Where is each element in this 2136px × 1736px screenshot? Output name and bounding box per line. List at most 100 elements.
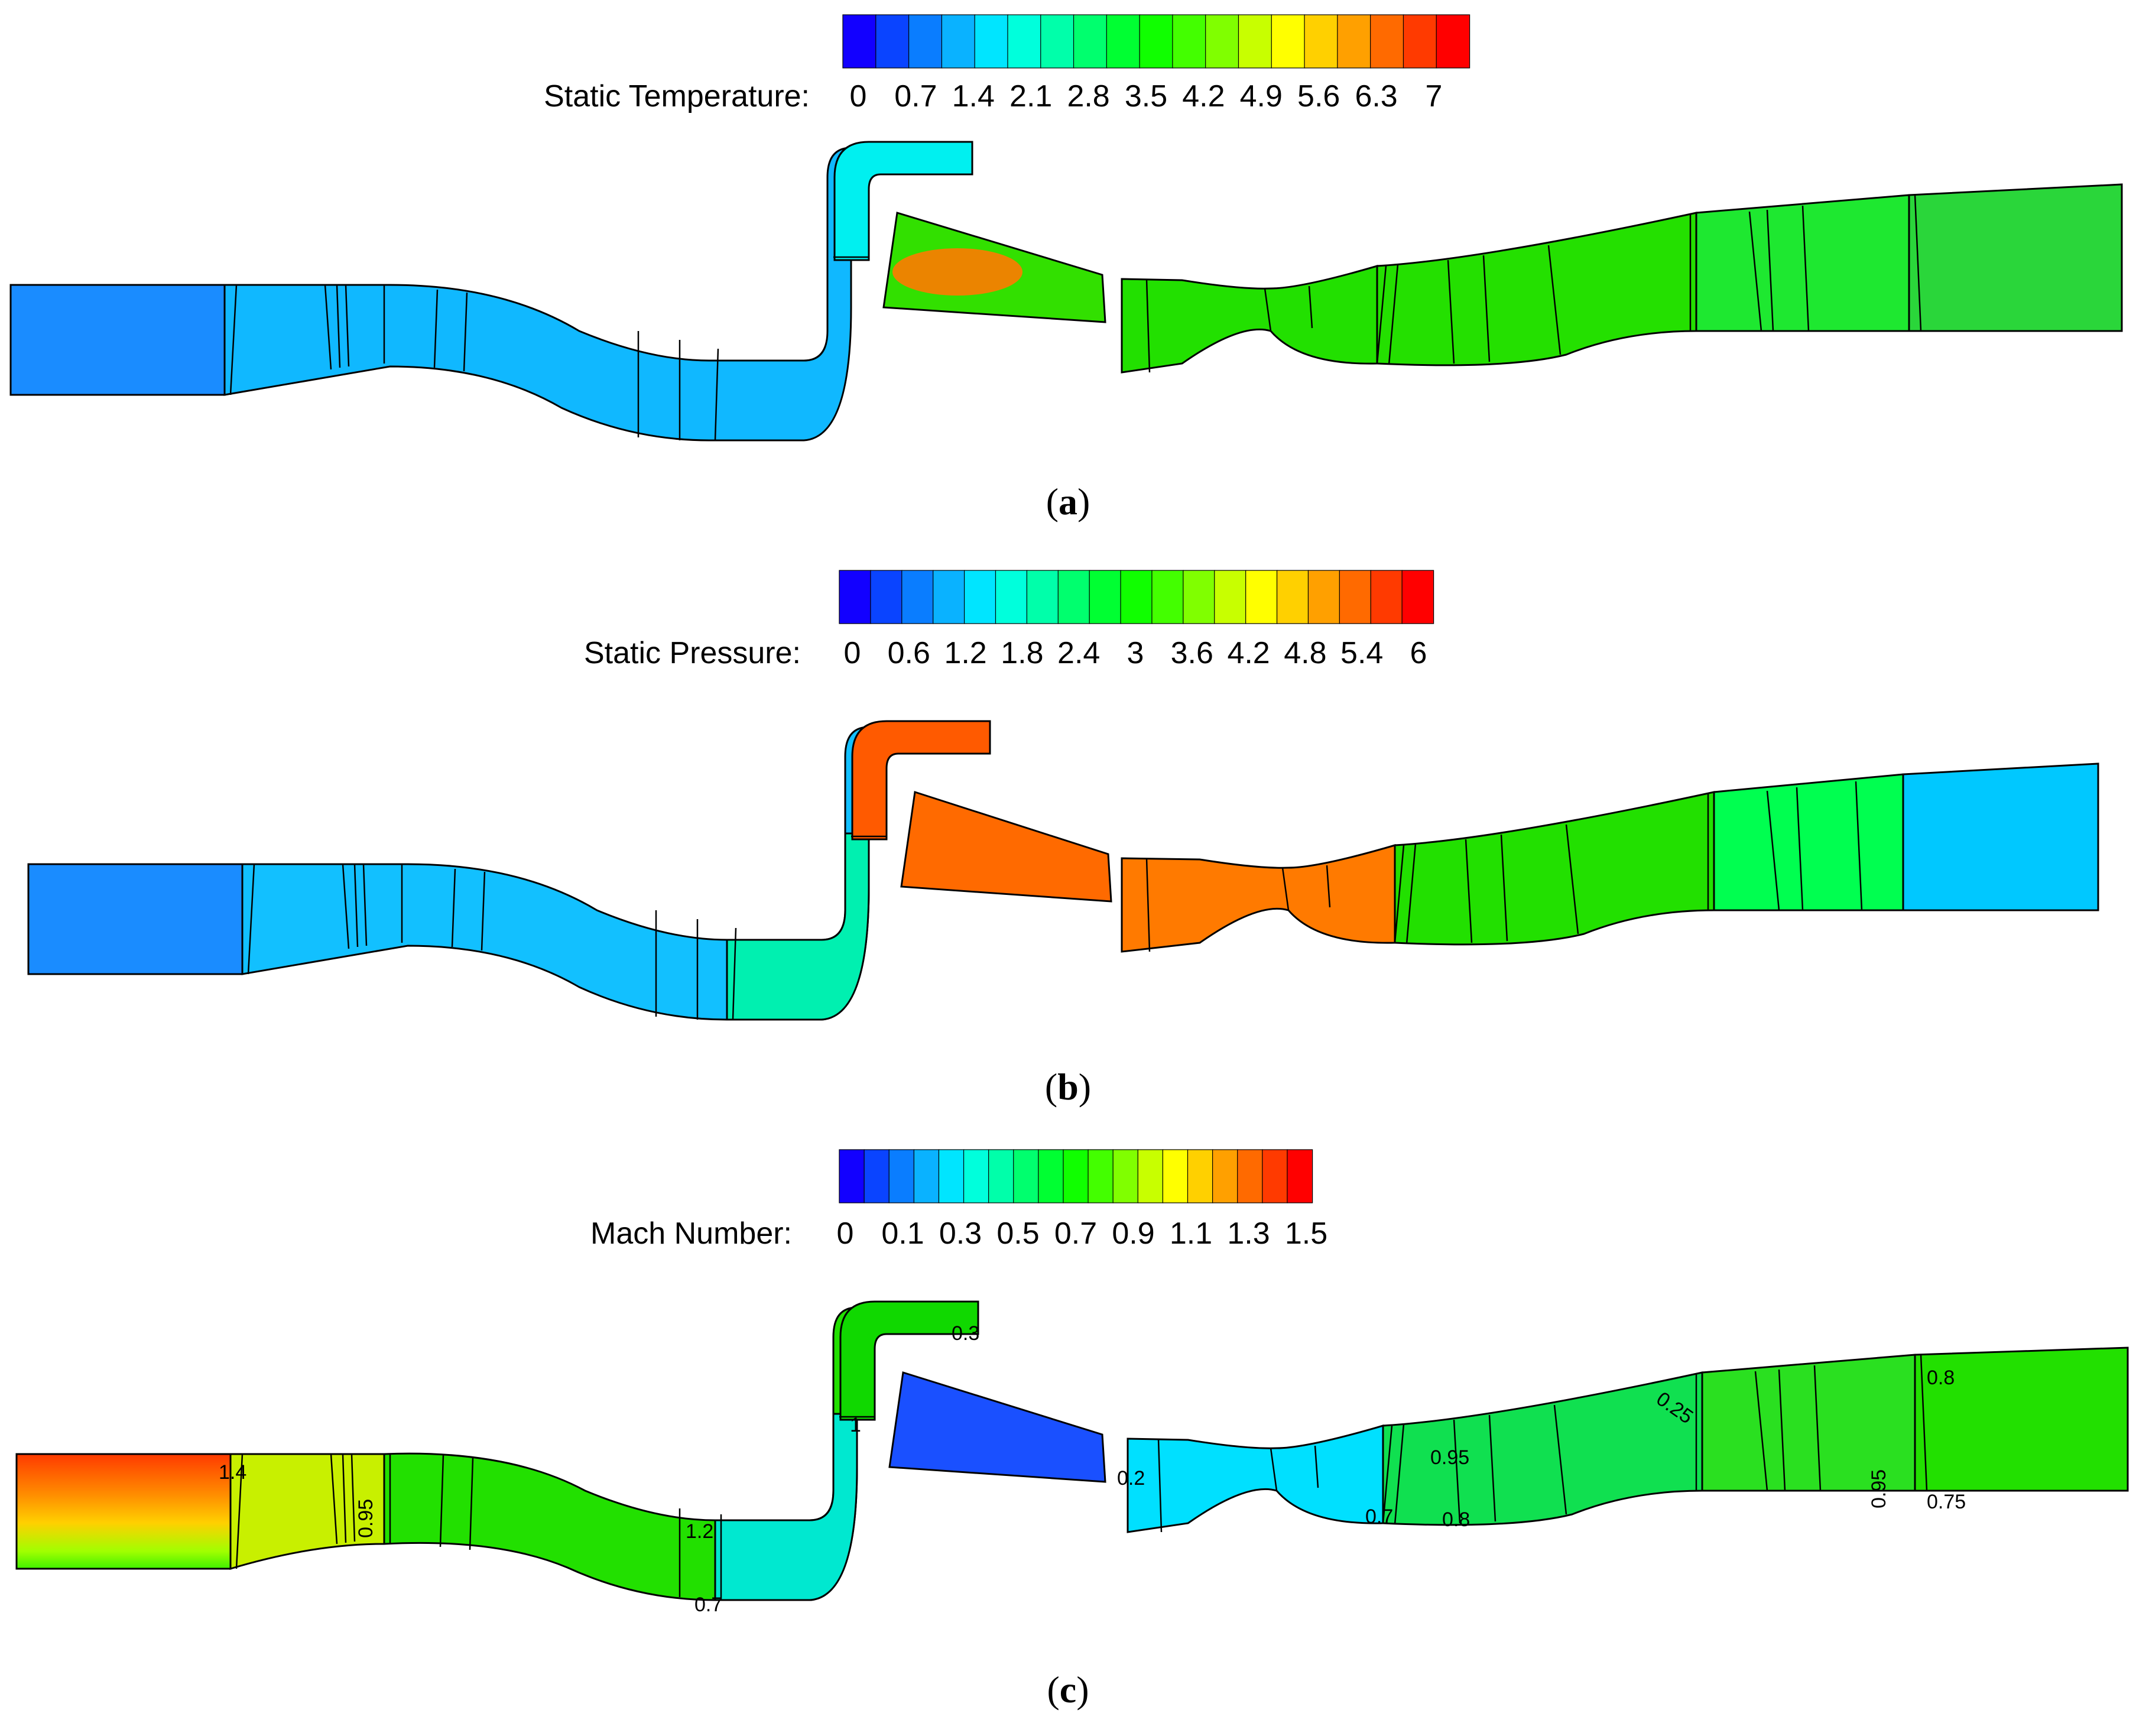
riser-section	[726, 832, 870, 1021]
contour-label: 0.95	[1430, 1446, 1469, 1469]
colorbar-static-temperature	[842, 14, 1470, 69]
colorbar-segment	[1073, 14, 1108, 69]
colorbar-mach-number	[839, 1149, 1313, 1203]
colorbar-segment	[870, 570, 903, 624]
riser-section	[714, 1413, 858, 1601]
mid-duct-section	[1382, 1371, 1703, 1526]
colorbar-segment	[1026, 570, 1059, 624]
colorbar-tick-label: 0	[850, 79, 867, 113]
colorbar-segment	[1245, 570, 1278, 624]
colorbar-segment	[1120, 570, 1153, 624]
colorbar-segment	[1237, 1149, 1263, 1203]
colorbar-segment	[1172, 14, 1206, 69]
contour-label: 0.8	[1927, 1367, 1955, 1389]
panel-label-a: (a)	[1046, 481, 1090, 523]
panel-label-b: (b)	[1045, 1066, 1091, 1108]
colorbar-tick-label: 0	[837, 1216, 854, 1251]
contour-label: 0.75	[1927, 1491, 1966, 1513]
colorbar-segment	[1007, 14, 1041, 69]
colorbar-segment	[1238, 14, 1272, 69]
colorbar-segment	[1057, 570, 1090, 624]
grid-block-boundaries	[229, 194, 1922, 441]
colorbar-segment	[1339, 570, 1372, 624]
mid-duct-section	[1394, 791, 1715, 946]
colorbar-segment	[1038, 1149, 1064, 1203]
contour-label: 0.95	[1868, 1469, 1890, 1508]
colorbar-segment	[908, 14, 943, 69]
colorbar-segment	[1370, 570, 1403, 624]
colorbar-segment	[1271, 14, 1306, 69]
colorbar-segment	[988, 1149, 1014, 1203]
colorbar-title: Static Temperature:	[544, 79, 810, 113]
colorbar-segment	[1370, 14, 1404, 69]
colorbar-segment	[839, 570, 872, 624]
panel-static-temperature: Static Temperature: 0 0.7 1.4 2.1 2.8 3.5 4.2 4…	[9, 14, 2123, 523]
colorbar-tick-label: 4.8	[1284, 636, 1326, 670]
nozzle-section	[1127, 1424, 1384, 1533]
outlet-end-section	[1908, 183, 2123, 332]
colorbar-segment	[1205, 14, 1239, 69]
colorbar-segment	[1401, 570, 1434, 624]
colorbar-segment	[1162, 1149, 1189, 1203]
colorbar-segment	[963, 570, 996, 624]
colorbar-segment	[842, 14, 877, 69]
colorbar-tick-label: 0	[844, 636, 861, 670]
colorbar-segment	[1436, 14, 1470, 69]
domain-static-pressure	[27, 720, 2099, 1021]
nozzle-section	[1121, 843, 1396, 953]
contour-label: 0.2	[1117, 1467, 1145, 1490]
colorbar-segment	[938, 1149, 965, 1203]
colorbar-segment	[888, 1149, 915, 1203]
inlet-section	[15, 1453, 232, 1570]
colorbar-segment	[941, 14, 976, 69]
panel-mach-number: Mach Number: 0 0.1 0.3 0.5 0.7 0.9 1.1 1.3 1.5 1…	[15, 1149, 2129, 1711]
colorbar-tick-label: 5.4	[1340, 636, 1383, 670]
colorbar-segment	[1214, 570, 1246, 624]
colorbar-tick-label: 1.8	[1001, 636, 1043, 670]
colorbar-tick-label: 0.5	[996, 1216, 1039, 1251]
grid-block-boundaries	[247, 774, 1904, 1020]
colorbar-tick-label: 6.3	[1355, 79, 1397, 113]
contour-label: 1.2	[686, 1520, 713, 1543]
colorbar-segment	[1013, 1149, 1040, 1203]
colorbar-segment	[1403, 14, 1437, 69]
colorbar-segment	[1276, 570, 1309, 624]
contour-label: 1.4	[219, 1461, 246, 1484]
colorbar-tick-label: 0.9	[1112, 1216, 1154, 1251]
colorbar-segment	[875, 14, 910, 69]
colorbar-segment	[1088, 1149, 1114, 1203]
riser-top-section	[839, 1300, 979, 1421]
grid-block-boundaries	[235, 1354, 1928, 1600]
colorbar-segment	[1089, 570, 1122, 624]
colorbar-tick-label: 1.4	[952, 79, 995, 113]
combustor-section	[888, 1371, 1106, 1483]
contour-label: 0.3	[952, 1322, 979, 1345]
colorbar-segment	[995, 570, 1028, 624]
colorbar-tick-label: 0.7	[894, 79, 937, 113]
panel-static-pressure: Static Pressure: 0 0.6 1.2 1.8 2.4 3 3.6 4.2 4.8…	[27, 570, 2099, 1108]
combustor-hot-core	[892, 248, 1022, 296]
inlet-section	[9, 284, 226, 396]
colorbar-segment	[901, 570, 934, 624]
colorbar-tick-label: 7	[1426, 79, 1443, 113]
s-duct-section	[223, 147, 852, 442]
colorbar-segment	[1304, 14, 1339, 69]
colorbar-tick-label: 3.6	[1171, 636, 1213, 670]
contour-label: 0.8	[1442, 1508, 1470, 1531]
contour-label: 0.7	[694, 1594, 722, 1616]
colorbar-tick-label: 4.2	[1227, 636, 1270, 670]
colorbar-tick-label: 3	[1127, 636, 1144, 670]
combustor-section	[900, 791, 1112, 903]
colorbar-tick-label: 5.6	[1297, 79, 1340, 113]
contour-label: 0.7	[1365, 1505, 1393, 1528]
colorbar-segment	[1183, 570, 1215, 624]
colorbar-segment	[1151, 570, 1184, 624]
colorbar-tick-label: 2.4	[1057, 636, 1100, 670]
colorbar-tick-label: 0.6	[888, 636, 930, 670]
colorbar-tick-label: 0.1	[881, 1216, 924, 1251]
colorbar-segment	[1212, 1149, 1238, 1203]
colorbar-segment	[963, 1149, 989, 1203]
colorbar-segment	[839, 1149, 865, 1203]
colorbar-segment	[933, 570, 965, 624]
colorbar-segment	[974, 14, 1009, 69]
